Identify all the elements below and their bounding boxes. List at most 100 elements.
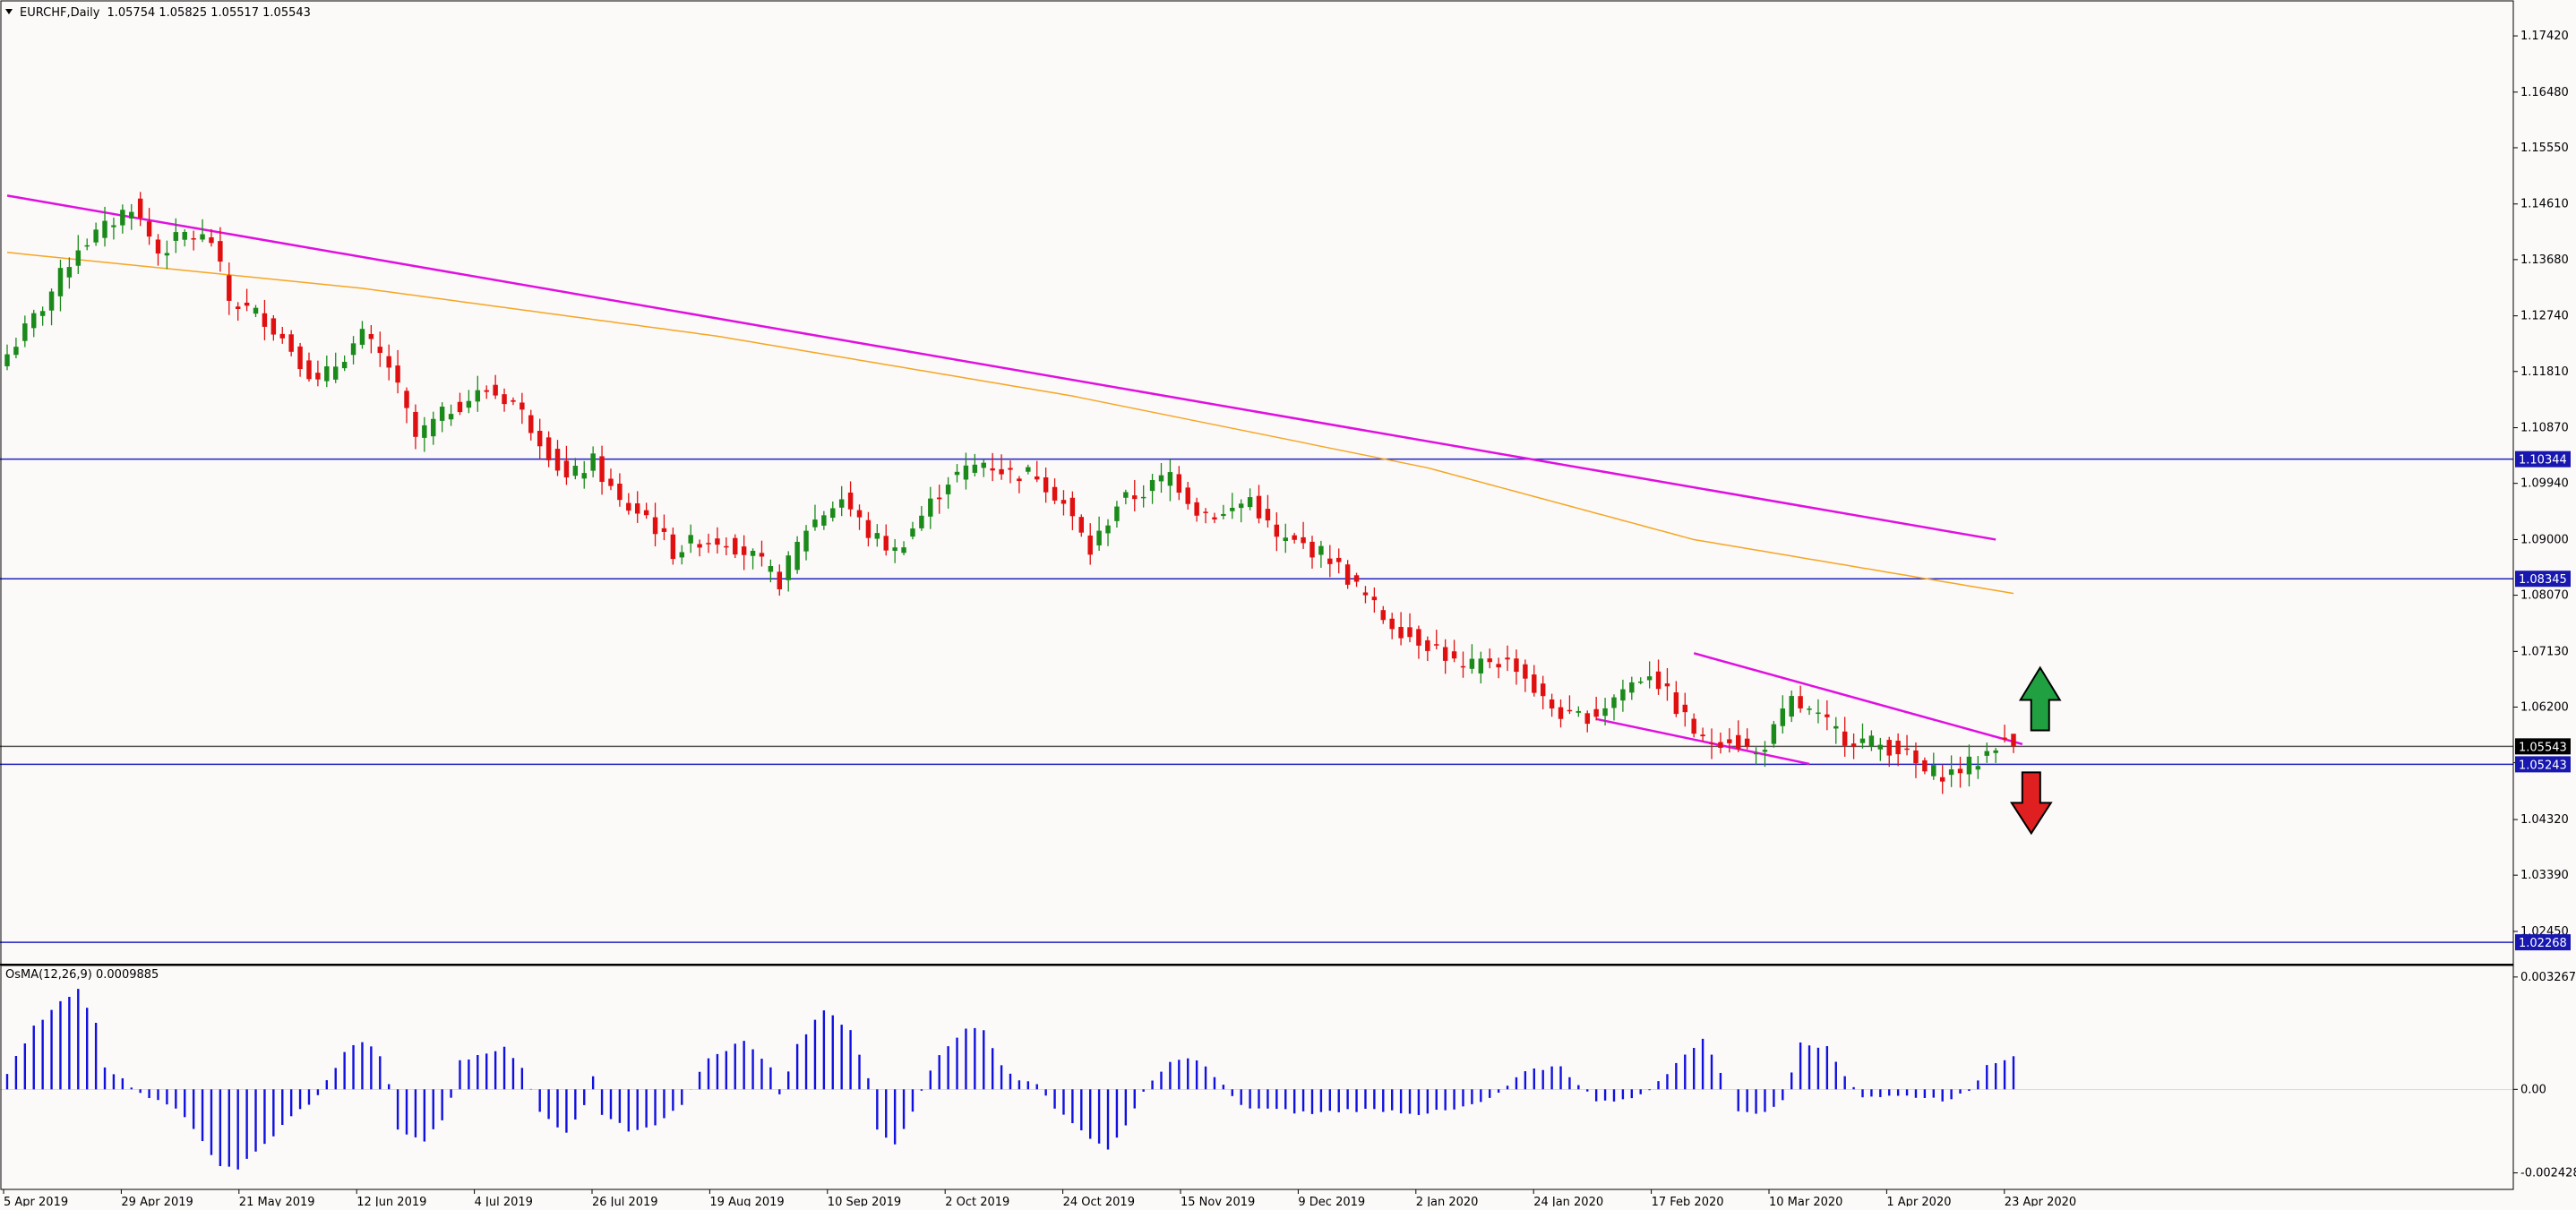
candle-body <box>1247 497 1253 508</box>
candle-body <box>75 250 82 266</box>
candle-body <box>1993 750 1998 753</box>
candle-body <box>200 234 205 240</box>
candle-body <box>182 231 187 240</box>
candle-body <box>1975 766 1981 770</box>
candle-body <box>484 390 489 392</box>
candle-body <box>1904 748 1910 751</box>
candle-body <box>1816 712 1821 715</box>
candle-body <box>821 515 827 526</box>
level-price-tag <box>2515 571 2571 588</box>
candle-body <box>1709 742 1714 744</box>
candle-body <box>288 334 294 352</box>
candle-body <box>1877 744 1884 750</box>
ohlc-label: 1.05754 1.05825 1.05517 1.05543 <box>107 6 310 20</box>
candle-body <box>244 302 250 306</box>
candle-body <box>1602 708 1608 717</box>
candle-body <box>395 365 400 383</box>
candle-body <box>590 453 596 471</box>
time-tick-label: 10 Mar 2020 <box>1769 1196 1842 1206</box>
candle-body <box>1292 535 1297 540</box>
candle-body <box>1052 486 1058 501</box>
osma-tick-label: 0.00 <box>2520 1083 2546 1096</box>
candle-body <box>581 473 587 479</box>
candle-body <box>1593 708 1599 717</box>
trendline-channel-top <box>1693 652 2023 746</box>
candle-body <box>2002 737 2007 740</box>
candle-body <box>1532 674 1537 693</box>
candle-body <box>84 245 90 247</box>
arrow-up-icon <box>2018 665 2062 732</box>
time-tick-label: 17 Feb 2020 <box>1652 1196 1724 1206</box>
candle-body <box>1913 750 1919 764</box>
price-tick-label: 1.09000 <box>2520 533 2569 546</box>
candle-body <box>1505 657 1510 660</box>
candle-body <box>608 478 614 486</box>
price-tick-label: 1.10870 <box>2520 422 2569 435</box>
candle-body <box>386 356 391 368</box>
candle-body <box>1825 714 1830 717</box>
candle-body <box>1069 497 1076 517</box>
candle-body <box>155 239 161 254</box>
candle-body <box>1008 468 1013 470</box>
candle-body <box>235 306 241 310</box>
candle-body <box>1789 696 1794 717</box>
candle-body <box>1637 681 1644 683</box>
candle-body <box>377 347 383 354</box>
price-tick-label: 1.04320 <box>2520 813 2569 827</box>
candle-body <box>554 449 561 471</box>
candle-body <box>1584 713 1590 725</box>
candle-body <box>350 343 356 356</box>
candle-body <box>1309 541 1315 558</box>
candle-body <box>1185 487 1190 504</box>
candle-body <box>1807 708 1812 710</box>
candle-body <box>1859 738 1866 743</box>
candle-body <box>1780 708 1786 726</box>
candle-body <box>1966 756 1972 775</box>
time-tick-label: 9 Dec 2019 <box>1298 1196 1365 1206</box>
candle-body <box>1274 524 1280 537</box>
candle-body <box>324 366 330 382</box>
moving-average-line <box>6 252 2014 595</box>
level-price-tag <box>2515 756 2571 773</box>
candle-body <box>1140 496 1146 499</box>
osma-tick-label: 0.0032672 <box>2520 971 2576 984</box>
candle-body <box>297 346 303 370</box>
candle-body <box>191 237 196 240</box>
candle-body <box>599 456 605 483</box>
candle-body <box>803 530 809 552</box>
candle-body <box>404 390 409 408</box>
time-tick-label: 10 Sep 2019 <box>828 1196 901 1206</box>
candle-body <box>1691 718 1696 734</box>
candle-body <box>431 418 436 437</box>
candle-body <box>1167 472 1173 486</box>
level-price-tag <box>2515 934 2571 951</box>
arrow-down-icon <box>2009 771 2053 836</box>
candle-body <box>1096 530 1102 545</box>
candle-body <box>1460 665 1466 668</box>
candle-body <box>1123 492 1129 498</box>
candle-body <box>794 541 800 571</box>
candle-body <box>519 402 525 410</box>
candle-body <box>688 535 693 544</box>
candle-body <box>493 384 498 396</box>
candle-body <box>146 221 152 237</box>
candle-body <box>963 465 969 480</box>
price-tick-label: 1.06200 <box>2520 700 2569 714</box>
chart-menu-triangle-icon[interactable] <box>5 9 13 14</box>
candle-body <box>1212 517 1217 519</box>
candle-body <box>661 528 667 532</box>
candle-body <box>1043 476 1049 493</box>
candle-body <box>1487 658 1492 663</box>
candle-body <box>936 497 942 500</box>
candle-body <box>111 225 116 227</box>
symbol-label: EURCHF,Daily <box>20 6 100 20</box>
price-panel <box>0 192 2513 943</box>
candle-body <box>1283 537 1288 541</box>
candle-body <box>856 510 863 518</box>
candle-body <box>1060 500 1067 504</box>
candle-body <box>129 211 134 219</box>
candle-body <box>262 313 268 327</box>
candle-body <box>1301 536 1306 544</box>
